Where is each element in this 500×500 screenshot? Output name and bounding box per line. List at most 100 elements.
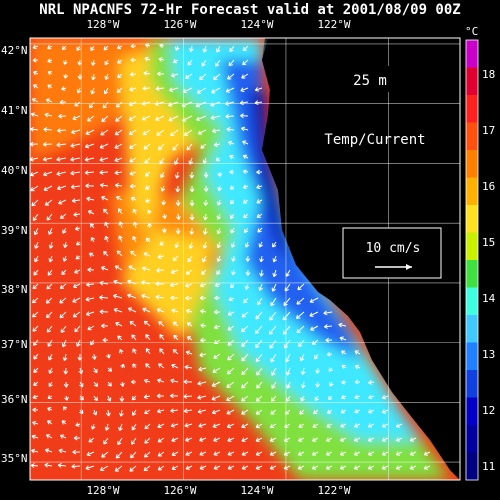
current-arrow <box>141 266 151 271</box>
current-arrow <box>143 143 151 150</box>
current-arrow <box>367 465 375 470</box>
current-arrow <box>339 465 347 470</box>
current-arrow <box>354 364 361 370</box>
current-arrow <box>168 115 179 122</box>
current-arrow <box>227 451 235 456</box>
current-arrow <box>214 295 220 301</box>
lon-label-top-124: 124°W <box>240 18 274 31</box>
current-arrow <box>217 171 223 177</box>
current-arrow <box>170 129 179 137</box>
lat-label-36: 36°N <box>1 393 28 406</box>
current-arrow <box>230 227 235 234</box>
current-arrow <box>88 101 95 109</box>
current-arrow <box>143 252 151 257</box>
current-arrow <box>71 198 81 204</box>
current-arrow <box>283 437 291 442</box>
current-arrow <box>183 129 193 136</box>
current-arrow <box>114 265 123 271</box>
current-arrow <box>328 367 333 372</box>
current-arrow <box>91 353 97 360</box>
current-arrow <box>175 199 181 206</box>
current-arrow <box>256 169 263 175</box>
current-arrow <box>155 86 165 91</box>
current-arrow <box>409 465 417 470</box>
current-arrow <box>211 128 221 134</box>
current-arrow <box>104 221 109 229</box>
current-arrow <box>129 183 137 189</box>
current-arrow <box>131 395 137 401</box>
scale-arrow-head <box>406 264 412 270</box>
current-arrow <box>184 364 193 370</box>
current-arrow <box>59 213 67 219</box>
colorbar-swatch <box>466 205 478 233</box>
current-arrow <box>90 87 95 95</box>
current-arrow <box>99 295 109 300</box>
current-arrow <box>61 420 67 425</box>
current-arrow <box>86 451 95 457</box>
current-arrow <box>186 336 193 341</box>
current-arrow <box>423 465 431 470</box>
current-arrow <box>272 269 278 278</box>
current-arrow <box>241 325 249 333</box>
current-arrow <box>197 129 207 135</box>
current-arrow <box>309 297 319 303</box>
current-arrow <box>92 409 98 416</box>
current-arrow <box>184 73 193 79</box>
current-arrow <box>256 184 263 190</box>
current-arrow <box>157 71 165 77</box>
current-arrow <box>239 100 249 106</box>
current-arrow <box>118 235 123 243</box>
current-arrow <box>242 169 249 175</box>
current-arrow <box>159 157 165 165</box>
current-arrow <box>170 423 179 428</box>
current-arrow <box>328 395 333 401</box>
current-arrow <box>216 269 221 275</box>
current-arrow <box>326 351 333 357</box>
current-arrow <box>353 423 361 428</box>
current-arrow <box>76 45 81 51</box>
current-arrow <box>32 44 39 50</box>
current-arrow <box>198 423 207 428</box>
current-arrow <box>100 323 109 329</box>
scale-label: 10 cm/s <box>366 241 421 256</box>
colorbar-unit: °C <box>465 25 479 38</box>
current-arrow <box>76 87 82 94</box>
current-arrow <box>72 297 81 303</box>
current-arrow <box>31 448 39 454</box>
current-arrow <box>354 350 361 355</box>
current-arrow <box>129 171 137 176</box>
current-arrow <box>184 282 193 288</box>
current-arrow <box>70 156 81 162</box>
current-arrow <box>114 465 123 472</box>
colorbar-swatch <box>466 315 478 343</box>
current-arrow <box>215 59 221 67</box>
current-arrow <box>203 185 209 192</box>
current-arrow <box>89 223 95 229</box>
current-arrow <box>84 170 95 176</box>
current-arrow <box>130 196 137 202</box>
current-arrow <box>132 363 137 369</box>
current-arrow <box>115 196 123 201</box>
current-arrow <box>199 295 207 301</box>
current-arrow <box>269 339 277 349</box>
current-arrow <box>227 73 235 80</box>
current-arrow <box>189 171 195 179</box>
current-arrow <box>229 154 235 160</box>
current-arrow <box>48 353 53 361</box>
current-arrow <box>170 408 179 414</box>
current-arrow <box>128 129 137 136</box>
lon-label-bottom-124: 124°W <box>240 484 274 497</box>
current-arrow <box>142 129 151 136</box>
current-arrow <box>295 311 305 319</box>
current-arrow <box>367 437 375 442</box>
current-arrow <box>119 395 125 402</box>
current-arrow <box>116 250 123 257</box>
current-arrow <box>258 283 263 291</box>
current-arrow <box>226 127 235 132</box>
current-arrow <box>409 437 417 442</box>
current-arrow <box>117 59 123 64</box>
current-arrow <box>87 325 95 331</box>
current-arrow <box>212 367 221 373</box>
colorbar-swatch <box>466 397 478 426</box>
current-arrow <box>90 237 95 243</box>
